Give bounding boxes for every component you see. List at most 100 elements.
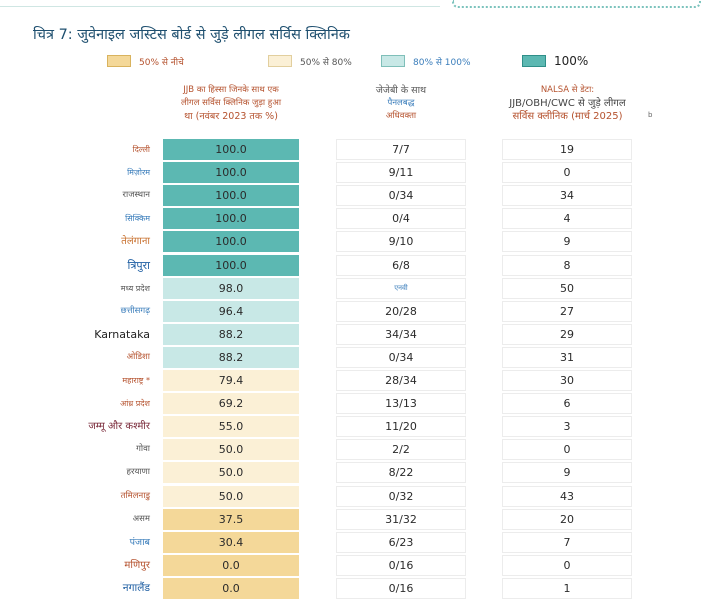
state-name: दिल्ली	[132, 145, 150, 154]
state-name: महाराष्ट्र *	[122, 376, 150, 385]
clinics-cell: 29	[502, 323, 632, 345]
table-row: तेलंगाना 100.0 9/10 9	[0, 231, 704, 253]
state-name: पंजाब	[129, 536, 150, 548]
jjb-percent-cell: 37.5	[163, 508, 299, 530]
advocates-cell: 7/7	[336, 139, 466, 160]
jjb-percent-cell: 100.0	[163, 254, 299, 276]
clinics-cell: 43	[502, 485, 632, 507]
jjb-percent-cell: 0.0	[163, 554, 299, 576]
jjb-percent-cell: 100.0	[163, 185, 299, 207]
header-line: था (नवंबर 2023 तक %)	[184, 111, 278, 122]
table-row: तमिलनाडु 50.0 0/32 43	[0, 485, 704, 507]
jjb-percent-cell: 100.0	[163, 231, 299, 253]
header-line: पैनलबद्ध	[387, 98, 415, 108]
top-rule	[0, 6, 440, 7]
table-row: नगालैंड 0.0 0/16 1	[0, 577, 704, 599]
jjb-percent-cell: 0.0	[163, 577, 299, 599]
legend-label: 80% से 100%	[413, 57, 471, 68]
state-name: त्रिपुरा	[127, 258, 150, 272]
jjb-percent-cell: 50.0	[163, 485, 299, 507]
header-line: सर्विस क्लीनिक (मार्च 2025)	[512, 111, 623, 122]
clinics-cell: 0	[502, 439, 632, 461]
clinics-cell: 0	[502, 162, 632, 184]
advocates-cell: 34/34	[336, 323, 466, 345]
table-row: Karnataka 88.2 34/34 29	[0, 323, 704, 345]
table-row: मणिपुर 0.0 0/16 0	[0, 554, 704, 576]
jjb-percent-cell: 96.4	[163, 300, 299, 322]
table-row: हरयाणा 50.0 8/22 9	[0, 462, 704, 484]
state-name: मणिपुर	[124, 559, 150, 571]
clinics-cell: 9	[502, 462, 632, 484]
header-line: JJB का हिस्सा जिनके साथ एक	[183, 85, 279, 95]
advocates-cell: 2/2	[336, 439, 466, 461]
advocates-cell: 0/34	[336, 346, 466, 368]
clinics-cell: 1	[502, 577, 632, 599]
clinics-cell: 30	[502, 370, 632, 391]
advocates-cell: 0/32	[336, 485, 466, 507]
footnote-marker: b	[648, 111, 653, 119]
clinics-cell: 27	[502, 300, 632, 322]
state-name: हरयाणा	[126, 467, 150, 478]
state-name: तेलंगाना	[121, 236, 150, 248]
clinics-cell: 6	[502, 393, 632, 415]
state-name: राजस्थान	[122, 190, 150, 201]
clinics-cell: 50	[502, 277, 632, 299]
header-line: लीगल सर्विस क्लिनिक जुड़ा हुआ	[180, 98, 282, 108]
header-line: जेजेबी के साथ	[375, 85, 427, 96]
legend-item: 100%	[522, 53, 588, 69]
state-name: मिज़ोरम	[127, 168, 150, 178]
legend-item: 50% से नीचे	[107, 53, 184, 69]
state-name: जम्मू और कश्मीर	[88, 421, 150, 433]
clinics-cell: 31	[502, 346, 632, 368]
clinics-cell: 19	[502, 139, 632, 160]
advocates-cell: 6/23	[336, 531, 466, 553]
state-name: आंध्र प्रदेश	[120, 399, 150, 409]
legend-label: 50% से नीचे	[139, 57, 184, 68]
legend-label: 100%	[554, 54, 589, 68]
legend-item: 50% से 80%	[268, 53, 352, 69]
legend-swatch	[107, 55, 131, 67]
advocates-cell: 11/20	[336, 416, 466, 438]
decorative-dotted-border	[452, 0, 701, 8]
jjb-percent-cell: 88.2	[163, 323, 299, 345]
header-line: JJB/OBH/CWC से जुड़े लीगल	[509, 98, 626, 109]
clinics-cell: 34	[502, 185, 632, 207]
state-name: छत्तीसगढ़	[120, 305, 150, 316]
jjb-percent-cell: 79.4	[163, 370, 299, 391]
clinics-cell: 7	[502, 531, 632, 553]
legend-swatch	[381, 55, 405, 67]
table-row: त्रिपुरा 100.0 6/8 8	[0, 254, 704, 276]
table-row: राजस्थान 100.0 0/34 34	[0, 185, 704, 207]
jjb-percent-cell: 100.0	[163, 208, 299, 230]
table-row: गोवा 50.0 2/2 0	[0, 439, 704, 461]
state-name: तमिलनाडु	[120, 490, 150, 501]
table-row: मध्य प्रदेश 98.0 एनवी 50	[0, 277, 704, 299]
state-name: नगालैंड	[122, 581, 150, 594]
header-line: NALSA से डेटा:	[540, 85, 595, 95]
jjb-percent-cell: 100.0	[163, 162, 299, 184]
jjb-percent-cell: 100.0	[163, 139, 299, 160]
table-row: ओडिशा 88.2 0/34 31	[0, 346, 704, 368]
jjb-percent-cell: 30.4	[163, 531, 299, 553]
clinics-cell: 3	[502, 416, 632, 438]
table-row: सिक्किम 100.0 0/4 4	[0, 208, 704, 230]
advocates-cell: 0/4	[336, 208, 466, 230]
state-name: ओडिशा	[126, 351, 150, 362]
table-row: छत्तीसगढ़ 96.4 20/28 27	[0, 300, 704, 322]
table-row: असम 37.5 31/32 20	[0, 508, 704, 530]
advocates-cell: 6/8	[336, 254, 466, 276]
header-line: अधिवक्ता	[385, 111, 417, 121]
advocates-cell: 13/13	[336, 393, 466, 415]
clinics-cell: 8	[502, 254, 632, 276]
clinics-cell: 20	[502, 508, 632, 530]
column-header-nalsa-clinics: NALSA से डेटा: JJB/OBH/CWC से जुड़े लीगल…	[500, 84, 635, 123]
column-header-advocates: जेजेबी के साथ पैनलबद्ध अधिवक्ता	[336, 84, 466, 123]
clinics-cell: 4	[502, 208, 632, 230]
jjb-percent-cell: 55.0	[163, 416, 299, 438]
table-row: महाराष्ट्र * 79.4 28/34 30	[0, 370, 704, 391]
advocates-cell: 0/16	[336, 577, 466, 599]
state-name: गोवा	[136, 444, 150, 455]
state-name: Karnataka	[94, 327, 150, 341]
legend-item: 80% से 100%	[381, 53, 471, 69]
advocates-cell: 0/16	[336, 554, 466, 576]
